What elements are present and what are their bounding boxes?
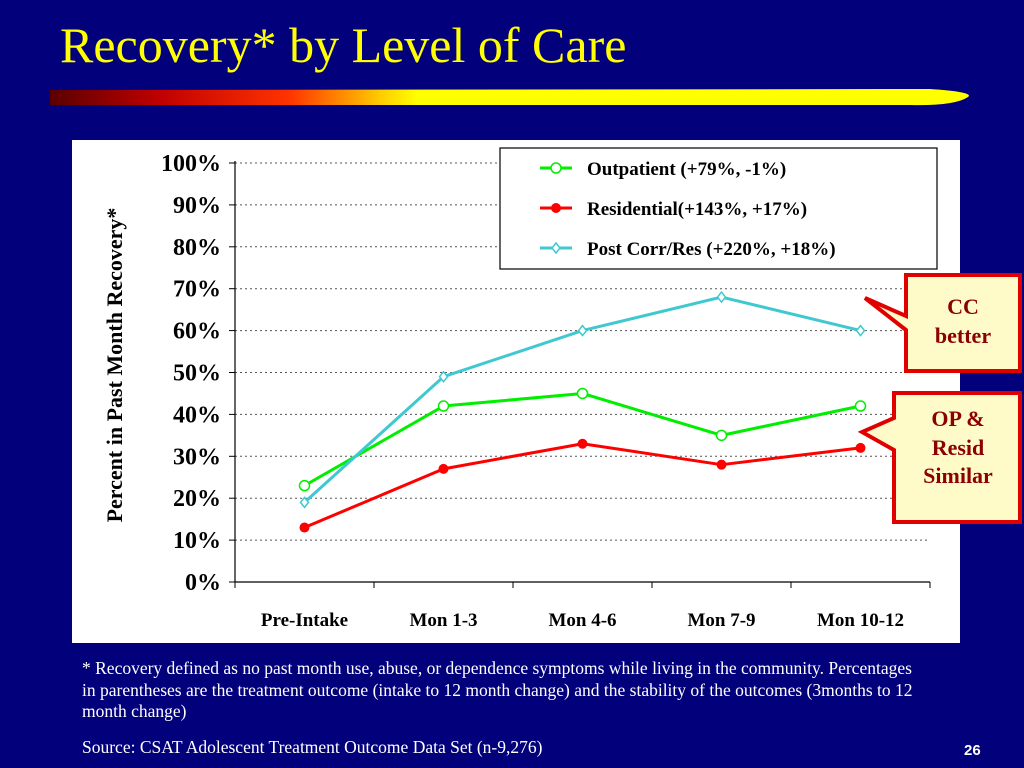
data-point <box>854 400 867 412</box>
y-tick-label: 60% <box>173 319 221 345</box>
data-point <box>716 459 727 470</box>
x-tick-label: Pre-Intake <box>261 610 348 631</box>
data-point <box>855 442 866 453</box>
x-tick-label: Mon 1-3 <box>409 610 477 631</box>
legend-marker <box>550 162 562 174</box>
y-tick-label: 20% <box>173 486 221 512</box>
data-point <box>299 522 310 533</box>
legend-marker <box>551 241 561 255</box>
slide-number: 26 <box>964 742 981 759</box>
x-tick-label: Mon 10-12 <box>817 610 904 631</box>
series-line-1 <box>303 442 861 529</box>
y-tick-label: 80% <box>173 235 221 261</box>
legend-label: Post Corr/Res (+220%, +18%) <box>587 239 836 260</box>
data-point <box>577 324 588 337</box>
y-axis-label: Percent in Past Month Recovery* <box>102 207 127 523</box>
data-point <box>437 400 450 412</box>
y-tick-label: 100% <box>161 151 221 177</box>
data-source: Source: CSAT Adolescent Treatment Outcom… <box>82 737 543 757</box>
y-tick-label: 90% <box>173 193 221 219</box>
legend-label: Outpatient (+79%, -1%) <box>587 159 786 180</box>
data-point <box>716 290 727 304</box>
title-underline-bar <box>50 89 969 106</box>
y-tick-label: 10% <box>173 528 221 554</box>
data-point <box>438 370 449 383</box>
data-point <box>298 479 311 492</box>
y-tick-label: 30% <box>173 444 221 470</box>
callout-op-resid-similar <box>858 391 1022 524</box>
x-tick-label: Mon 7-9 <box>687 610 755 631</box>
legend-label: Residential(+143%, +17%) <box>587 199 807 220</box>
y-tick-label: 0% <box>185 570 221 596</box>
data-point <box>576 387 589 400</box>
data-point <box>577 438 588 449</box>
line-chart: 0% 10% 20% 30% 40% 50% 60% 70% 80% 90% 100% Pre-Int… <box>161 147 938 631</box>
slide-title: Recovery* by Level of Care <box>60 17 627 73</box>
data-point <box>855 324 866 337</box>
chart-panel: 0% 10% 20% 30% 40% 50% 60% 70% 80% 90% 100% Pre-Int… <box>72 140 960 643</box>
y-tick-label: 70% <box>173 277 221 303</box>
legend: Outpatient (+79%, -1%) Residential(+143%,… <box>499 147 938 270</box>
y-tick-label: 40% <box>173 402 221 428</box>
data-point <box>299 496 310 509</box>
legend-box <box>499 147 938 270</box>
data-point <box>438 463 449 474</box>
callout-cc-better <box>863 273 1022 373</box>
y-tick-label: 50% <box>173 361 221 387</box>
callout-op-resid-similar-text: OP & Resid Similar <box>923 406 993 489</box>
x-tick-label: Mon 4-6 <box>548 610 616 631</box>
data-point <box>715 429 728 442</box>
legend-marker <box>551 203 561 213</box>
callout-cc-better-text: CC better <box>934 294 992 348</box>
recovery-definition-footnote: * Recovery defined as no past month use,… <box>82 658 913 722</box>
